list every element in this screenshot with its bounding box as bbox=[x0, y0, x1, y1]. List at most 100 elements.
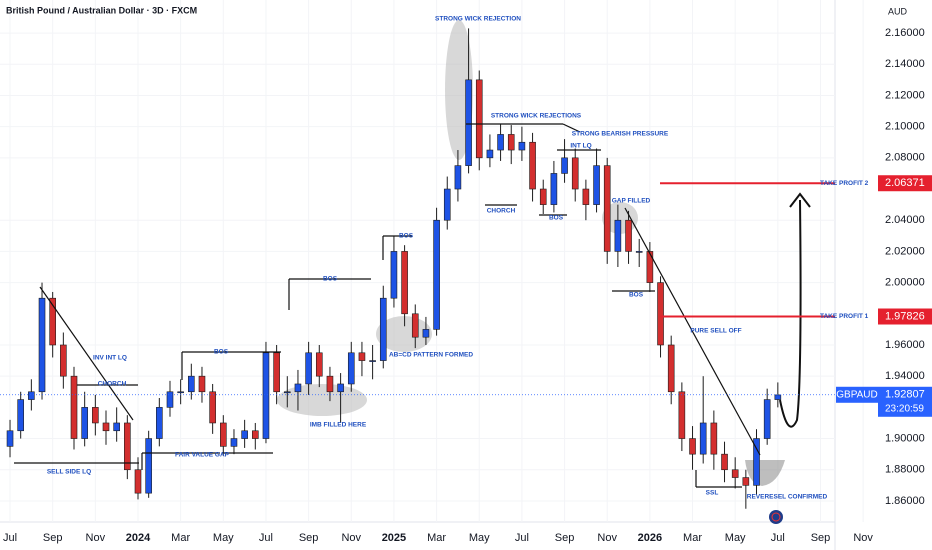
candle-body bbox=[28, 391, 35, 400]
y-tick-label: 1.86000 bbox=[885, 495, 925, 507]
x-tick-label: Jul bbox=[515, 532, 529, 544]
candle-body bbox=[411, 313, 419, 338]
candle-body bbox=[145, 438, 152, 494]
countdown: 23:20:59 bbox=[885, 403, 924, 414]
annotation: INV INT LQ bbox=[93, 355, 127, 362]
x-tick-label: May bbox=[725, 532, 746, 544]
candle-body bbox=[294, 383, 302, 393]
candle-body bbox=[678, 391, 686, 439]
annotation: STRONG WICK REJECTION bbox=[435, 16, 521, 23]
candle-body bbox=[422, 329, 430, 338]
annotations: STRONG WICK REJECTION STRONG WICK REJECT… bbox=[47, 16, 828, 501]
candle-body bbox=[220, 422, 227, 447]
candles bbox=[6, 28, 782, 509]
price-tag-label: 1.97826 bbox=[885, 310, 925, 322]
price-tag-label: 1.92807 bbox=[885, 389, 925, 401]
symbol-tag bbox=[836, 386, 878, 403]
candle-body bbox=[315, 352, 323, 377]
grid bbox=[0, 0, 864, 522]
candle-body bbox=[134, 469, 142, 494]
candle-body bbox=[475, 79, 483, 159]
y-tick-label: 2.16000 bbox=[885, 27, 925, 39]
candle-body bbox=[763, 399, 771, 439]
annotation: REVERESEL CONFIRMED bbox=[747, 494, 828, 501]
y-tick-label: 2.04000 bbox=[885, 214, 925, 226]
candle-body bbox=[646, 251, 654, 283]
annotation: INT LQ bbox=[570, 143, 591, 150]
candle-body bbox=[156, 407, 163, 439]
annotation: SSL bbox=[706, 490, 719, 497]
x-tick-label: May bbox=[213, 532, 234, 544]
projection-arrow bbox=[779, 199, 802, 428]
candle-body bbox=[774, 394, 782, 400]
x-tick-label: Nov bbox=[597, 532, 617, 544]
candle-body bbox=[358, 352, 366, 361]
annotation: STRONG WICK REJECTIONS bbox=[491, 113, 582, 120]
annotation: BOS bbox=[549, 215, 564, 222]
candle-body bbox=[124, 422, 131, 471]
candle-body bbox=[113, 422, 120, 432]
candle-body bbox=[17, 399, 24, 432]
candle-body bbox=[337, 383, 344, 393]
x-tick-label: May bbox=[469, 532, 490, 544]
annotation: IMB FILLED HERE bbox=[310, 422, 367, 429]
x-tick-label: Nov bbox=[86, 532, 106, 544]
candle-body bbox=[742, 477, 750, 486]
axes: 1.86000 1.88000 1.90000 1.94000 1.96000 2.000… bbox=[3, 27, 932, 544]
candle-body bbox=[198, 375, 206, 393]
y-tick-label: 1.94000 bbox=[885, 370, 925, 382]
candle-body bbox=[390, 251, 398, 299]
annotation: BOS bbox=[214, 349, 229, 356]
candle-body bbox=[721, 453, 728, 471]
annotation: SELL SIDE LQ bbox=[47, 469, 91, 476]
symbol-label: GBPAUD bbox=[836, 389, 878, 400]
price-tag bbox=[878, 175, 932, 192]
y-tick-label: 2.10000 bbox=[885, 121, 925, 133]
arrow-head bbox=[789, 192, 811, 208]
candle-body bbox=[241, 430, 248, 439]
x-tick-label: 2025 bbox=[382, 532, 406, 544]
candle-body bbox=[571, 157, 579, 190]
trend-line bbox=[624, 207, 761, 456]
annotation: CHORCH bbox=[98, 381, 127, 388]
candle-body bbox=[614, 219, 622, 252]
candle-body bbox=[657, 282, 664, 346]
x-tick-label: 2026 bbox=[638, 532, 662, 544]
y-tick-label: 2.02000 bbox=[885, 245, 925, 257]
candle-body bbox=[92, 407, 99, 424]
candle-body bbox=[251, 430, 259, 439]
annotation: STRONG BEARISH PRESSURE bbox=[572, 131, 669, 138]
candle-body bbox=[699, 422, 707, 455]
flag-icon bbox=[769, 510, 783, 524]
trend-line bbox=[39, 286, 134, 421]
candle-body bbox=[667, 344, 675, 393]
y-tick-label: 2.14000 bbox=[885, 58, 925, 70]
candle-body bbox=[465, 79, 472, 166]
candle-body bbox=[273, 352, 280, 393]
annotation: BOS bbox=[629, 292, 644, 299]
candle-body bbox=[486, 149, 494, 159]
zone bbox=[277, 384, 367, 416]
candle-body bbox=[166, 391, 174, 408]
candle-body bbox=[6, 430, 14, 447]
candle-body bbox=[38, 297, 46, 393]
candle-body bbox=[379, 297, 387, 361]
candle-body bbox=[710, 422, 718, 455]
candle-body bbox=[603, 165, 611, 252]
price-tag-label: 2.06371 bbox=[885, 177, 925, 189]
annotation: BOS bbox=[399, 233, 414, 240]
candle-body bbox=[497, 134, 504, 151]
y-tick-label: 2.12000 bbox=[885, 89, 925, 101]
candle-body bbox=[593, 165, 600, 205]
annotation: BOS bbox=[323, 276, 338, 283]
target-label: TAKE PROFIT 2 bbox=[820, 180, 869, 187]
candle-body bbox=[347, 352, 355, 385]
candle-body bbox=[518, 141, 526, 151]
candle-body bbox=[177, 391, 184, 394]
candle-body bbox=[561, 157, 568, 174]
target-label: TAKE PROFIT 1 bbox=[820, 313, 869, 320]
y-tick-label: 1.90000 bbox=[885, 432, 925, 444]
annotation: GAP FILLED bbox=[612, 198, 651, 205]
candle-body bbox=[731, 469, 739, 478]
